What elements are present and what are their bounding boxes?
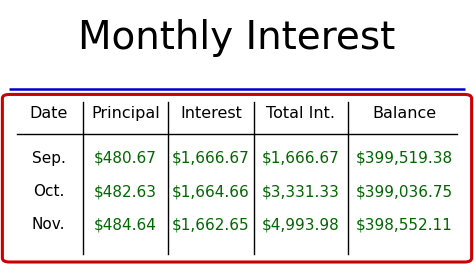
- Text: Oct.: Oct.: [33, 184, 64, 199]
- Text: $1,664.66: $1,664.66: [172, 184, 250, 199]
- Text: Monthly Interest: Monthly Interest: [78, 19, 396, 57]
- FancyBboxPatch shape: [2, 94, 472, 262]
- Text: Date: Date: [29, 106, 68, 120]
- Text: $399,036.75: $399,036.75: [356, 184, 453, 199]
- Text: Sep.: Sep.: [32, 151, 65, 166]
- Text: Total Int.: Total Int.: [266, 106, 336, 120]
- Text: $3,331.33: $3,331.33: [262, 184, 340, 199]
- Text: $399,519.38: $399,519.38: [356, 151, 453, 166]
- Text: $484.64: $484.64: [94, 217, 157, 232]
- Text: $1,662.65: $1,662.65: [172, 217, 250, 232]
- Text: Balance: Balance: [372, 106, 436, 120]
- Text: $482.63: $482.63: [94, 184, 157, 199]
- Text: $1,666.67: $1,666.67: [262, 151, 340, 166]
- Text: Principal: Principal: [91, 106, 160, 120]
- Text: Interest: Interest: [180, 106, 242, 120]
- Text: $4,993.98: $4,993.98: [262, 217, 340, 232]
- Text: $398,552.11: $398,552.11: [356, 217, 453, 232]
- Text: Nov.: Nov.: [32, 217, 65, 232]
- Text: $1,666.67: $1,666.67: [172, 151, 250, 166]
- Text: $480.67: $480.67: [94, 151, 157, 166]
